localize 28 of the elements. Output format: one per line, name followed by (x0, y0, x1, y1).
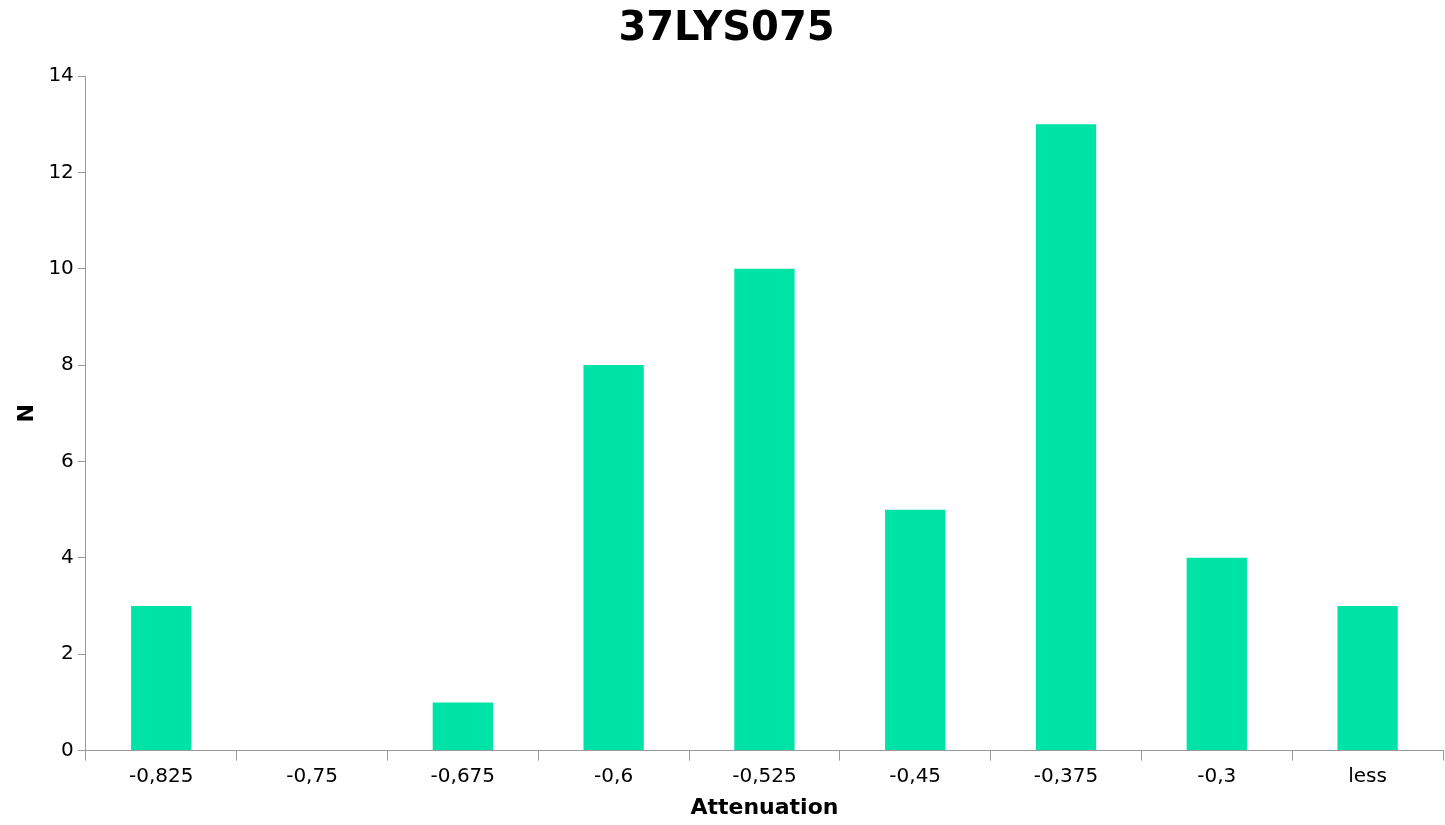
y-tick-label: 6 (61, 447, 74, 472)
x-tick-label: less (1348, 762, 1387, 787)
y-tick-label: 12 (48, 158, 74, 183)
bar (885, 509, 946, 751)
x-tick-label: -0,45 (889, 762, 942, 787)
x-tick-label: -0,675 (430, 762, 496, 787)
y-tick-label: 0 (61, 736, 74, 761)
y-tick-label: 8 (61, 351, 74, 376)
x-tick-label: -0,3 (1197, 762, 1237, 787)
y-tick-label: 2 (61, 640, 74, 665)
bar (432, 702, 493, 751)
x-tick-label: -0,6 (594, 762, 634, 787)
x-tick-label: -0,825 (129, 762, 194, 787)
x-tick-label: -0,525 (732, 762, 797, 787)
bar (1035, 124, 1097, 751)
x-axis-title: Attenuation (690, 793, 839, 819)
bar (1337, 606, 1398, 751)
x-tick-label: -0,375 (1033, 762, 1099, 787)
x-tick-label: -0,75 (286, 762, 338, 787)
bar (583, 365, 644, 751)
bar (734, 268, 795, 751)
chart-title: 37LYS075 (618, 3, 835, 50)
y-tick-label: 14 (48, 62, 74, 87)
y-tick-label: 10 (48, 254, 74, 279)
bar (131, 606, 192, 751)
y-axis-title: N (12, 404, 38, 423)
bar (1186, 557, 1247, 751)
y-tick-label: 4 (61, 544, 74, 569)
